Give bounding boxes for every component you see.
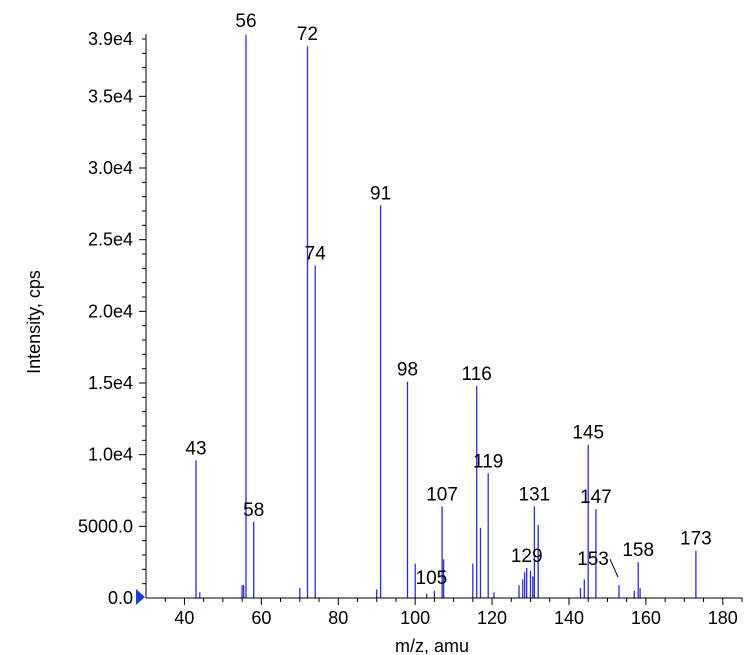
y-tick-label: 5000.0 xyxy=(78,516,133,536)
y-tick-label: 3.9e4 xyxy=(88,29,133,49)
x-tick-label: 180 xyxy=(708,608,738,628)
peak-label: 107 xyxy=(426,484,458,505)
axes xyxy=(145,34,742,599)
peak-label: 91 xyxy=(370,183,391,204)
y-tick-label: 3.0e4 xyxy=(88,158,133,178)
peak-label: 147 xyxy=(580,487,612,508)
peak-label-leader xyxy=(609,558,619,578)
zero-marker-icon xyxy=(136,589,145,605)
x-tick-label: 100 xyxy=(400,608,430,628)
y-tick-label: 3.5e4 xyxy=(88,86,133,106)
x-tick-label: 80 xyxy=(328,608,348,628)
peak-label: 131 xyxy=(519,484,551,505)
peak-label: 56 xyxy=(235,11,256,32)
y-tick-label: 1.5e4 xyxy=(88,373,133,393)
peak-label: 119 xyxy=(473,451,503,472)
y-tick-label: 0.0 xyxy=(108,588,133,608)
peak-label: 145 xyxy=(572,423,604,444)
peak-label: 173 xyxy=(680,529,712,550)
peak-labels: 43 56 58 72 74 91 98 105 107 116 119 129 131 145 147 15… xyxy=(185,11,711,589)
x-tick-label: 60 xyxy=(251,608,271,628)
peak-label: 129 xyxy=(511,546,543,567)
peak-label: 43 xyxy=(185,438,206,459)
x-tick-label: 120 xyxy=(477,608,507,628)
peak-bars xyxy=(195,34,697,598)
x-axis-title: m/z, amu xyxy=(395,636,469,655)
peak-label: 72 xyxy=(297,24,318,45)
peak-label: 116 xyxy=(462,364,492,385)
peak-label: 74 xyxy=(305,244,327,265)
peak-label: 158 xyxy=(622,540,654,561)
y-tick-label: 2.5e4 xyxy=(88,230,133,250)
y-axis-ticks: 0.0 5000.0 1.0e4 1.5e4 2.0e4 2.5e4 3.0e4 3.5e4 3… xyxy=(78,29,146,608)
x-axis-ticks: 40 60 80 100 120 140 160 180 xyxy=(164,598,743,628)
y-tick-label: 2.0e4 xyxy=(88,301,133,321)
x-tick-label: 160 xyxy=(631,608,661,628)
y-tick-label: 1.0e4 xyxy=(88,445,133,465)
y-axis-title: Intensity, cps xyxy=(24,270,44,374)
peak-label: 58 xyxy=(243,500,264,521)
peak-label: 153 xyxy=(577,549,609,570)
peak-label: 98 xyxy=(397,360,418,381)
peak-label: 105 xyxy=(416,568,448,589)
x-tick-label: 140 xyxy=(554,608,584,628)
x-tick-label: 40 xyxy=(174,608,194,628)
